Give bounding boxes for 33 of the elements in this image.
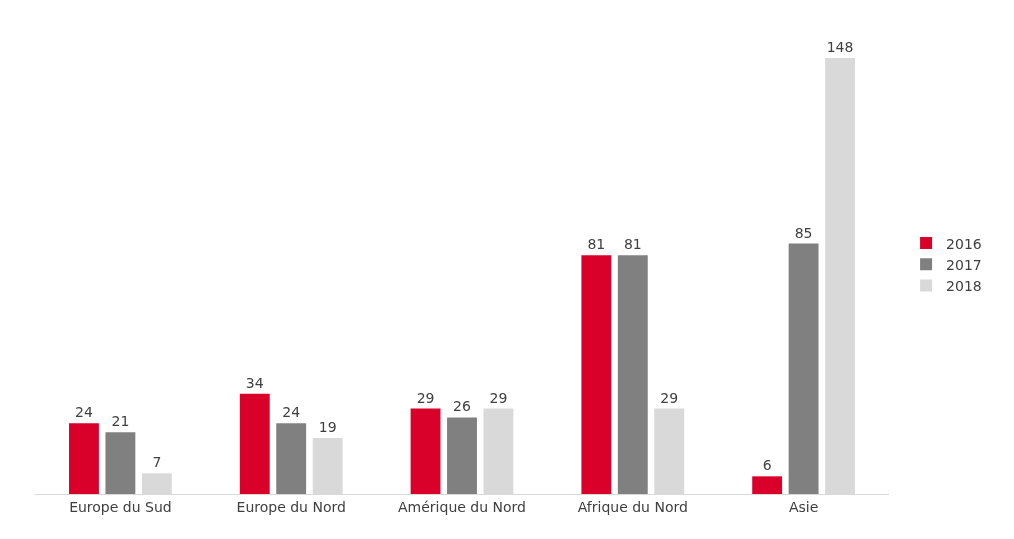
- data-label: 29: [660, 389, 679, 406]
- data-label: 19: [318, 419, 337, 436]
- bar: [276, 423, 307, 494]
- x-tick-label: Europe du Sud: [69, 498, 172, 515]
- data-label: 7: [152, 454, 162, 471]
- bar: [105, 432, 136, 494]
- data-label: 24: [75, 404, 93, 421]
- data-label: 6: [762, 457, 772, 474]
- x-tick-label: Asie: [788, 498, 819, 515]
- data-label: 148: [826, 38, 854, 55]
- data-label: 24: [282, 404, 301, 421]
- data-label: 29: [489, 389, 508, 406]
- bar: [752, 476, 783, 494]
- data-label: 29: [416, 389, 435, 406]
- bar: [617, 255, 648, 494]
- bar: [239, 393, 270, 494]
- bar: [447, 417, 477, 494]
- bar: [581, 255, 612, 494]
- data-label: 81: [587, 236, 606, 253]
- data-label: 85: [794, 224, 813, 241]
- x-tick-label: Afrique du Nord: [577, 498, 688, 515]
- data-label: 26: [453, 398, 471, 415]
- data-label: 81: [623, 236, 642, 253]
- bar: [788, 243, 819, 494]
- data-label: 34: [245, 374, 264, 391]
- data-label: 21: [111, 413, 130, 430]
- x-tick-label: Europe du Nord: [236, 498, 346, 515]
- bar: [410, 408, 441, 494]
- legend-label: 2017: [946, 256, 982, 273]
- legend-label: 2018: [946, 277, 982, 294]
- x-tick-label: Amérique du Nord: [398, 498, 526, 515]
- bar: [69, 423, 99, 494]
- legend-label: 2016: [946, 235, 982, 252]
